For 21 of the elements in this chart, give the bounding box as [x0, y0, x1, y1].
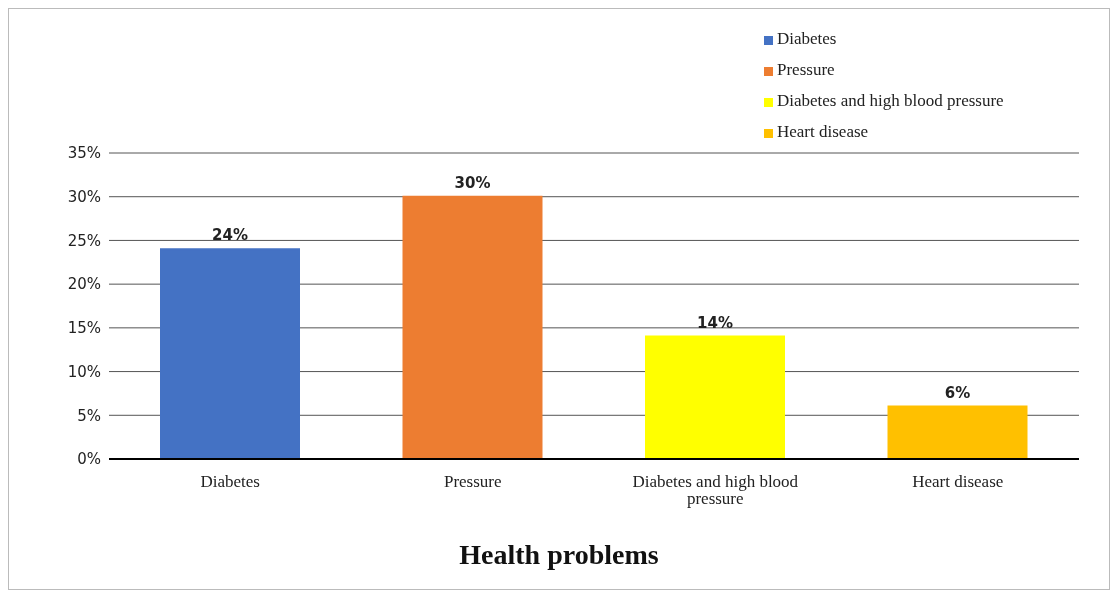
data-label: 6% — [944, 383, 971, 402]
y-tick-label: 15% — [67, 319, 101, 338]
y-tick-label: 30% — [67, 188, 101, 207]
x-axis-title: Health problems — [458, 539, 660, 571]
x-tick-label: Diabetes and high blood pressure — [632, 472, 799, 509]
y-tick-label: 20% — [67, 275, 101, 294]
data-label: 24% — [212, 226, 248, 245]
legend-label: Diabetes and high blood pressure — [777, 91, 1004, 110]
x-tick-label: Heart disease — [912, 472, 1004, 492]
y-tick-label: 25% — [67, 231, 101, 250]
x-tick-label: Diabetes — [200, 472, 260, 492]
legend-label: Diabetes — [777, 29, 837, 48]
y-tick-label: 10% — [67, 362, 101, 381]
legend-label: Pressure — [777, 60, 835, 79]
data-label: 14% — [697, 313, 733, 332]
y-tick-label: 5% — [77, 406, 101, 425]
y-tick-label: 0% — [77, 450, 101, 469]
x-tick-label: Pressure — [443, 472, 502, 492]
y-tick-label: 35% — [67, 144, 101, 163]
data-label: 30% — [454, 173, 491, 192]
legend-label: Heart disease — [777, 122, 869, 141]
